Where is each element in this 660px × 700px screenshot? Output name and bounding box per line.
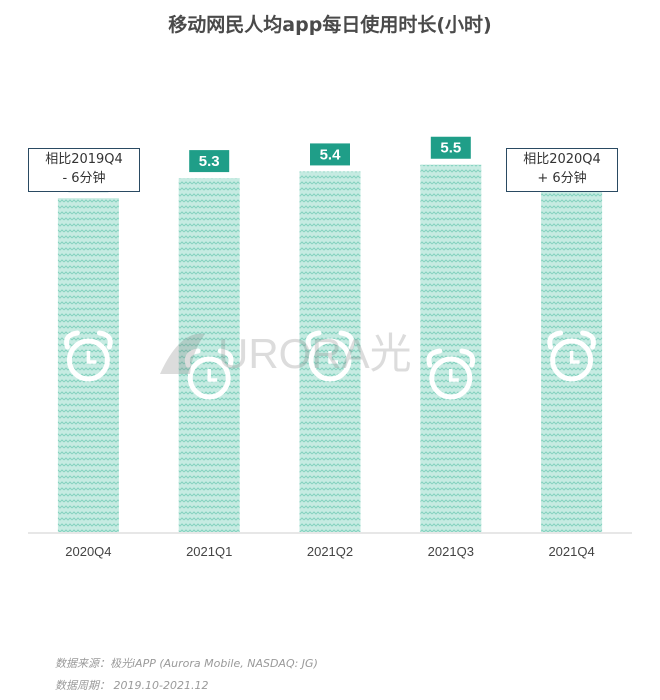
alarm-clock-icon xyxy=(547,330,596,382)
bar-2021Q3 xyxy=(420,164,482,532)
x-axis: 2020Q4 2021Q1 2021Q2 2021Q3 2021Q4 xyxy=(28,532,632,559)
value-label-2021Q2: 5.4 xyxy=(320,146,342,163)
alarm-clock-icon xyxy=(64,330,113,382)
chart-title: 移动网民人均app每日使用时长(小时) xyxy=(168,14,492,36)
value-label-2021Q3: 5.5 xyxy=(440,140,461,157)
bar-2020Q4 xyxy=(57,198,119,532)
tick-label-2021Q3: 2021Q3 xyxy=(428,544,474,559)
tick-label-2021Q1: 2021Q1 xyxy=(186,544,232,559)
tick-label-2021Q2: 2021Q2 xyxy=(307,544,353,559)
value-label-bg-2021Q2 xyxy=(310,143,350,166)
annotation-left-line1: 相比2019Q4 xyxy=(45,152,123,167)
alarm-clock-icon xyxy=(184,348,234,400)
value-label-bg-2021Q3 xyxy=(430,136,471,159)
annotation-callout-right: 相比2020Q4 + 6分钟 xyxy=(506,148,618,192)
annotation-left-line2: - 6分钟 xyxy=(62,171,106,186)
annotation-callout-left: 相比2019Q4 - 6分钟 xyxy=(28,148,140,192)
alarm-clock-icon xyxy=(426,348,476,400)
bars-layer: 5.05.35.45.55.1 xyxy=(57,136,603,533)
tick-label-2020Q4: 2020Q4 xyxy=(65,544,111,559)
alarm-clock-icon xyxy=(305,330,355,382)
annotation-right-line1: 相比2020Q4 xyxy=(523,152,601,167)
tick-label-2021Q4: 2021Q4 xyxy=(548,544,594,559)
value-label-2021Q1: 5.3 xyxy=(199,153,220,170)
data-source-note: 数据来源：极光iAPP (Aurora Mobile, NASDAQ: JG) xyxy=(55,657,318,670)
data-period-note: 数据周期： 2019.10-2021.12 xyxy=(55,679,209,692)
value-label-bg-2021Q1 xyxy=(189,150,230,173)
annotation-right-line2: + 6分钟 xyxy=(537,171,587,186)
